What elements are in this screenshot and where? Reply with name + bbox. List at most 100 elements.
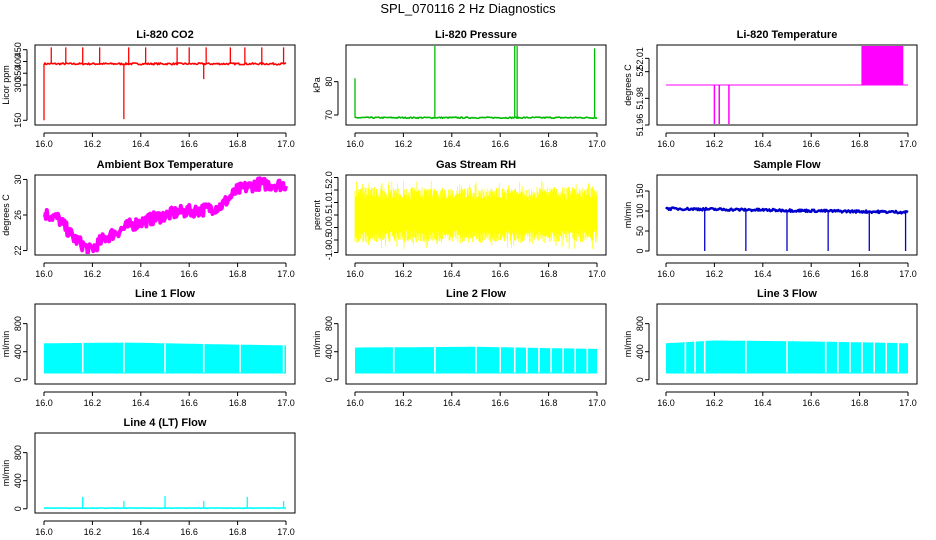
panel-title: Li-820 Temperature: [737, 29, 838, 41]
y-tick-label: 80: [324, 77, 334, 87]
y-tick-label: 51.96: [635, 114, 645, 137]
data-layer: [354, 180, 598, 249]
band-gap: [837, 339, 839, 373]
data-layer: [42, 176, 288, 254]
y-axis-label: ml/min: [623, 202, 633, 229]
y-axis-label: Licor ppm: [1, 65, 11, 105]
panel-rh: Gas Stream RH percent 16.0 16.2 16.4 16.6 16.8…: [312, 159, 607, 279]
band-gap: [202, 342, 205, 373]
band-gap: [526, 345, 528, 373]
x-tick-label: 16.4: [132, 269, 150, 279]
x-tick-label: 16.4: [443, 139, 461, 149]
y-tick-label: 1.0: [324, 196, 334, 209]
band-gap: [434, 345, 436, 373]
plot-frame: [34, 432, 296, 514]
y-tick-label: 400: [13, 344, 23, 359]
x-tick-label: 16.8: [540, 139, 558, 149]
band-gap: [885, 340, 888, 373]
band-gap: [873, 340, 875, 373]
data-layer: [43, 496, 287, 510]
x-tick-label: 16.8: [540, 269, 558, 279]
y-tick-label: 400: [13, 473, 23, 488]
y-axis-label: percent: [312, 199, 322, 230]
y-tick-label: -0.5: [324, 232, 334, 248]
y-tick-label: 800: [13, 316, 23, 331]
band-gap: [824, 339, 827, 373]
x-tick-label: 17.0: [277, 527, 295, 537]
y-tick-label: 800: [13, 445, 23, 460]
x-tick-label: 16.4: [132, 139, 150, 149]
x-tick-label: 17.0: [588, 269, 606, 279]
data-layer: [44, 340, 286, 374]
y-tick-label: 0: [635, 377, 645, 382]
x-tick-label: 16.8: [851, 269, 869, 279]
x-tick-label: 16.4: [132, 398, 150, 408]
y-tick-label: 51.98: [635, 87, 645, 110]
x-tick-label: 16.6: [180, 139, 198, 149]
data-layer: [355, 344, 597, 374]
data-layer: [665, 206, 909, 251]
y-tick-label: 50: [635, 226, 645, 236]
y-tick-label: 400: [13, 54, 23, 69]
y-tick-label: 0.0: [324, 221, 334, 234]
series-line: [43, 62, 287, 66]
y-axis-label: ml/min: [623, 331, 633, 358]
plot-frame: [345, 44, 607, 126]
x-tick-label: 16.8: [851, 398, 869, 408]
band-gap: [861, 340, 863, 373]
x-tick-label: 16.0: [35, 398, 53, 408]
y-axis-label: ml/min: [312, 331, 322, 358]
x-tick-label: 16.4: [754, 269, 772, 279]
x-tick-label: 17.0: [899, 398, 917, 408]
x-tick-label: 16.6: [180, 527, 198, 537]
x-tick-label: 17.0: [899, 139, 917, 149]
y-axis-label: ml/min: [1, 460, 11, 487]
band-gap: [282, 343, 285, 373]
x-tick-label: 16.2: [395, 398, 413, 408]
y-tick-label: 26: [13, 210, 23, 220]
x-tick-label: 17.0: [277, 398, 295, 408]
panel-title: Gas Stream RH: [436, 159, 516, 171]
panel-line2: Line 2 Flow ml/min 16.0 16.2 16.4 16.6 16.8 17.…: [312, 288, 607, 408]
y-tick-label: 0: [324, 377, 334, 382]
y-tick-label: 30: [13, 174, 23, 184]
panel-title: Li-820 CO2: [136, 29, 193, 41]
x-tick-label: 16.6: [802, 398, 820, 408]
y-tick-label: 100: [635, 203, 645, 218]
x-tick-label: 16.6: [802, 139, 820, 149]
band-gap: [538, 345, 540, 373]
y-tick-label: 0: [635, 248, 645, 253]
x-tick-label: 16.8: [229, 269, 247, 279]
band-gap: [684, 340, 687, 373]
band-gap: [81, 340, 84, 373]
band-gap: [475, 344, 477, 373]
plot-frame: [656, 174, 918, 256]
band-gap: [586, 346, 589, 373]
x-tick-label: 16.6: [491, 139, 509, 149]
x-tick-label: 16.0: [35, 527, 53, 537]
x-tick-label: 16.2: [395, 269, 413, 279]
panel-line1: Line 1 Flow ml/min 16.0 16.2 16.4 16.6 16.8 17.…: [1, 288, 296, 408]
y-tick-label: 0: [13, 506, 23, 511]
x-tick-label: 16.8: [229, 398, 247, 408]
page-title: SPL_070116 2 Hz Diagnostics: [380, 1, 556, 16]
y-tick-label: 52.01: [635, 47, 645, 70]
x-tick-label: 17.0: [277, 139, 295, 149]
panel-ambient: Ambient Box Temperature degrees C 16.0 16.2…: [1, 159, 296, 279]
x-tick-label: 16.0: [657, 398, 675, 408]
y-tick-label: 0.5: [324, 209, 334, 222]
x-tick-label: 16.2: [706, 398, 724, 408]
band-gap: [574, 346, 577, 373]
panel-title: Li-820 Pressure: [435, 29, 517, 41]
y-axis-label: degrees C: [1, 194, 11, 236]
panel-title: Ambient Box Temperature: [97, 159, 234, 171]
band-gap: [562, 346, 564, 373]
x-tick-label: 16.6: [491, 269, 509, 279]
x-tick-label: 17.0: [277, 269, 295, 279]
y-tick-label: 22: [13, 246, 23, 256]
panel-line4: Line 4 (LT) Flow ml/min 16.0 16.2 16.4 16.6 16…: [1, 417, 296, 537]
x-tick-label: 16.4: [443, 398, 461, 408]
x-tick-label: 16.2: [84, 527, 102, 537]
panel-title: Line 1 Flow: [135, 288, 195, 300]
x-tick-label: 16.4: [754, 398, 772, 408]
